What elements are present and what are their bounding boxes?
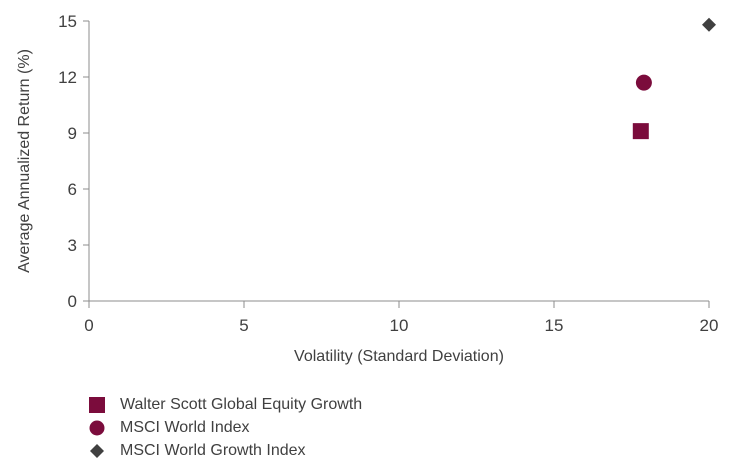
legend-label-msci-world-growth: MSCI World Growth Index	[120, 441, 306, 459]
point-walter-scott-square	[632, 123, 649, 140]
point-msci-world-circle	[635, 74, 652, 91]
legend: Walter Scott Global Equity Growth MSCI W…	[88, 393, 362, 462]
y-tick-label: 0	[68, 292, 77, 311]
legend-item-walter-scott: Walter Scott Global Equity Growth	[88, 393, 362, 416]
y-tick-label: 9	[68, 124, 77, 143]
x-axis-title: Volatility (Standard Deviation)	[294, 348, 504, 365]
x-axis-ticks: 0 5 10 15 20	[84, 301, 718, 335]
data-points	[632, 17, 716, 140]
y-tick-label: 12	[58, 68, 77, 87]
point-msci-world-growth-diamond	[702, 17, 716, 32]
square-marker-icon	[88, 396, 106, 414]
legend-item-msci-world-growth: MSCI World Growth Index	[88, 439, 362, 462]
y-tick-label: 15	[58, 12, 77, 31]
legend-item-msci-world: MSCI World Index	[88, 416, 362, 439]
x-tick-label: 15	[545, 316, 564, 335]
diamond-marker-icon	[88, 442, 106, 460]
y-tick-label: 6	[68, 180, 77, 199]
x-tick-label: 20	[700, 316, 719, 335]
y-tick-label: 3	[68, 236, 77, 255]
y-axis-title: Average Annualized Return (%)	[16, 49, 33, 273]
legend-label-msci-world: MSCI World Index	[120, 418, 250, 436]
scatter-chart: 0 3 6 9 12 15 0 5 10 15 20 Volatility (Standard D…	[16, 12, 718, 365]
legend-label-walter-scott: Walter Scott Global Equity Growth	[120, 395, 363, 413]
y-axis-ticks: 0 3 6 9 12 15	[58, 12, 89, 311]
x-tick-label: 5	[239, 316, 248, 335]
x-tick-label: 0	[84, 316, 93, 335]
circle-marker-icon	[88, 419, 106, 437]
x-tick-label: 10	[390, 316, 409, 335]
